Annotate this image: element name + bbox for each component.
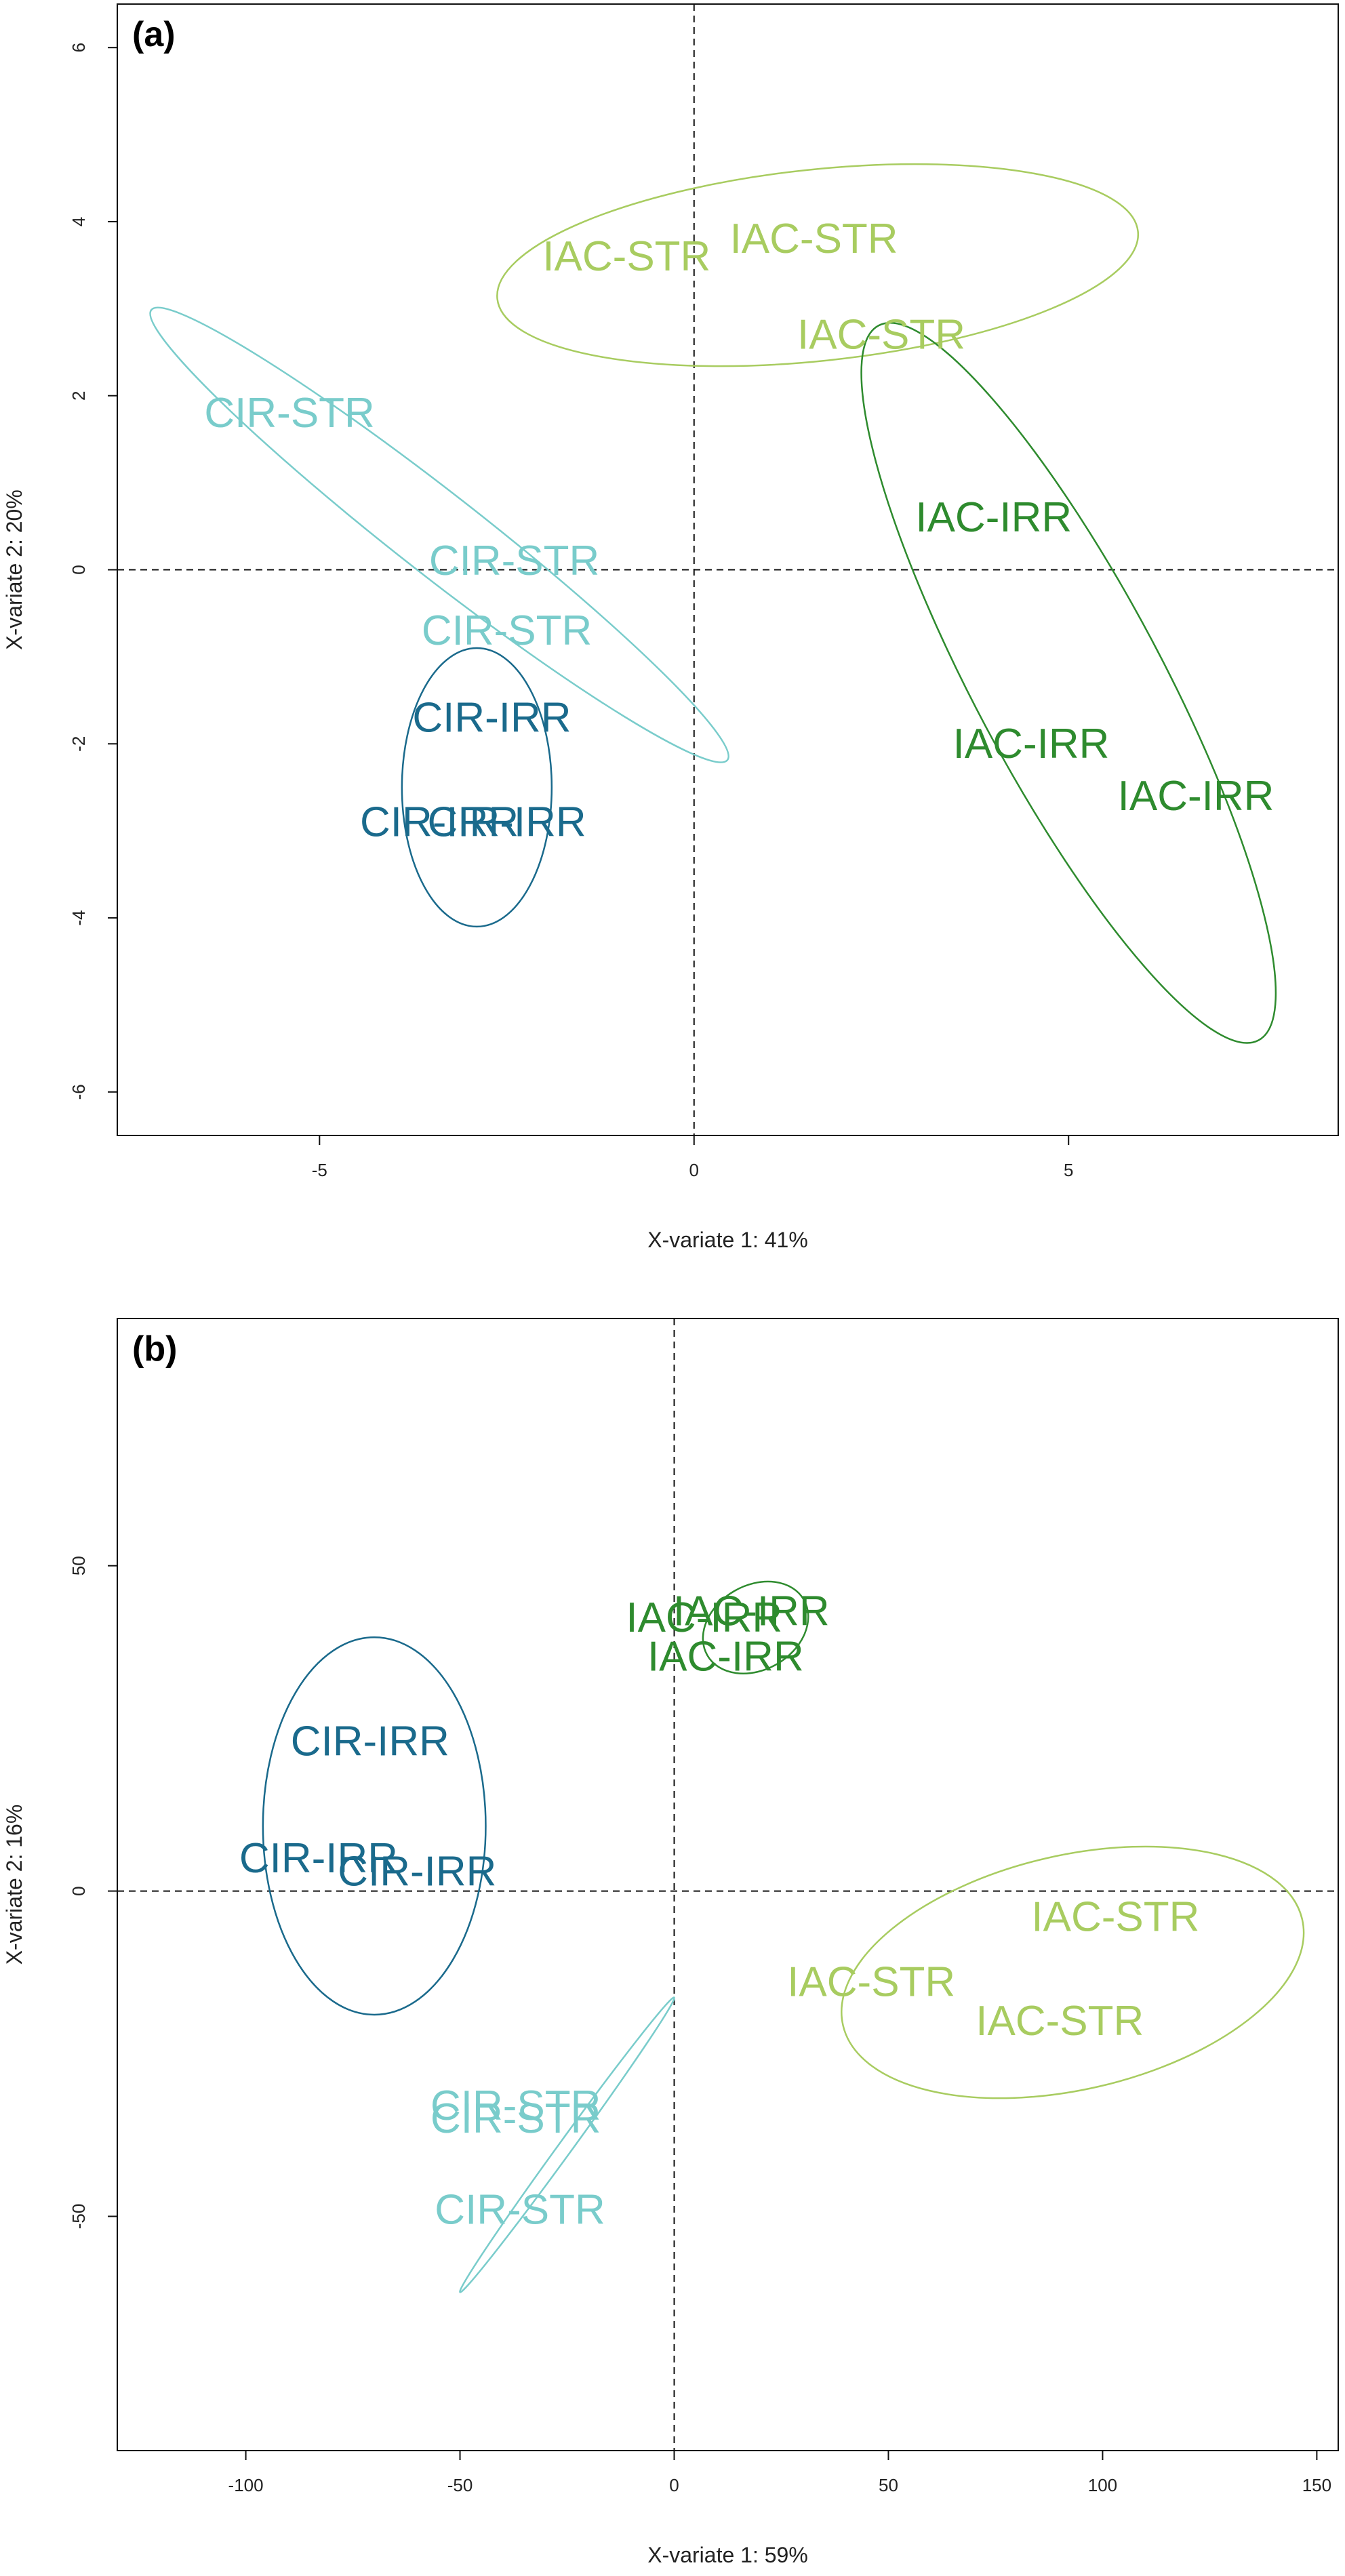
panel-label: (a) bbox=[132, 15, 176, 54]
y-tick-label: 2 bbox=[68, 390, 89, 400]
y-tick-label: 0 bbox=[68, 565, 89, 574]
point-label-cir-irr: CIR-IRR bbox=[291, 1718, 449, 1765]
x-tick-label: 0 bbox=[689, 1160, 699, 1180]
y-tick-label: -2 bbox=[68, 736, 89, 752]
x-tick-label: 100 bbox=[1088, 2475, 1117, 2495]
panel-label: (b) bbox=[132, 1329, 177, 1369]
confidence-ellipse-cir-irr bbox=[262, 1636, 487, 2016]
y-tick-label: 4 bbox=[68, 217, 89, 226]
point-label-iac-str: IAC-STR bbox=[797, 311, 965, 358]
y-tick-label: 0 bbox=[68, 1886, 89, 1895]
point-label-iac-str: IAC-STR bbox=[1031, 1893, 1199, 1940]
confidence-ellipse-cir-irr bbox=[401, 647, 553, 928]
point-label-iac-str: IAC-STR bbox=[542, 233, 710, 280]
point-label-iac-irr: IAC-IRR bbox=[673, 1588, 830, 1634]
point-label-iac-str: IAC-STR bbox=[976, 1998, 1144, 2045]
plot-frame bbox=[117, 1318, 1339, 2451]
y-axis-title: X-variate 2: 16% bbox=[2, 1805, 26, 1965]
x-tick-label: 5 bbox=[1064, 1160, 1073, 1180]
confidence-ellipse-iac-str bbox=[496, 163, 1140, 367]
y-tick-label: -6 bbox=[68, 1084, 89, 1100]
x-tick-label: -5 bbox=[312, 1160, 327, 1180]
y-tick-label: -4 bbox=[68, 910, 89, 925]
point-label-cir-irr: CIR-IRR bbox=[338, 1848, 496, 1895]
y-tick-label: -50 bbox=[68, 2204, 89, 2230]
y-tick-label: 6 bbox=[68, 43, 89, 52]
point-label-iac-irr: IAC-IRR bbox=[1118, 773, 1274, 820]
y-tick-label: 50 bbox=[68, 1556, 89, 1575]
point-label-iac-str: IAC-STR bbox=[787, 1958, 955, 2005]
panel-b: -100 -50 0 50 100 150 -50 0 50 X-variate 1: 59% X-… bbox=[2, 1318, 1339, 2567]
point-label-iac-irr: IAC-IRR bbox=[647, 1634, 804, 1681]
point-label-iac-irr: IAC-IRR bbox=[915, 494, 1072, 541]
point-label-cir-irr: CIR-IRR bbox=[427, 799, 586, 845]
confidence-ellipse-iac-str bbox=[841, 1845, 1305, 2099]
point-label-cir-str: CIR-STR bbox=[422, 607, 592, 654]
x-axis-title: X-variate 1: 41% bbox=[647, 1228, 808, 1252]
point-label-cir-str: CIR-STR bbox=[429, 538, 599, 584]
x-tick-label: 50 bbox=[879, 2475, 898, 2495]
point-label-cir-irr: CIR-IRR bbox=[360, 799, 519, 845]
x-tick-label: 150 bbox=[1302, 2475, 1331, 2495]
x-axis-title: X-variate 1: 59% bbox=[647, 2543, 808, 2567]
point-label-cir-str: CIR-STR bbox=[430, 2082, 601, 2129]
x-tick-label: -50 bbox=[447, 2475, 473, 2495]
confidence-ellipse-iac-irr bbox=[702, 1580, 809, 1675]
point-label-iac-str: IAC-STR bbox=[730, 216, 898, 262]
point-label-cir-str: CIR-STR bbox=[435, 2186, 605, 2233]
point-label-iac-irr: IAC-IRR bbox=[953, 721, 1110, 767]
x-tick-label: 0 bbox=[669, 2475, 679, 2495]
confidence-ellipse-cir-str bbox=[149, 306, 729, 763]
point-label-cir-str: CIR-STR bbox=[204, 390, 374, 437]
x-tick-label: -100 bbox=[228, 2475, 264, 2495]
panel-a: -5 0 5 -6 -4 -2 0 2 4 6 X-variate 1: 41% X-variate … bbox=[2, 3, 1339, 1252]
confidence-ellipse-iac-irr bbox=[860, 322, 1277, 1044]
confidence-ellipse-cir-str bbox=[459, 1996, 675, 2293]
point-label-iac-irr: IAC-IRR bbox=[626, 1594, 782, 1641]
point-label-cir-irr: CIR-IRR bbox=[239, 1835, 398, 1882]
y-axis-title: X-variate 2: 20% bbox=[2, 489, 26, 650]
point-label-cir-str: CIR-STR bbox=[430, 2095, 601, 2142]
point-label-cir-irr: CIR-IRR bbox=[412, 694, 571, 741]
